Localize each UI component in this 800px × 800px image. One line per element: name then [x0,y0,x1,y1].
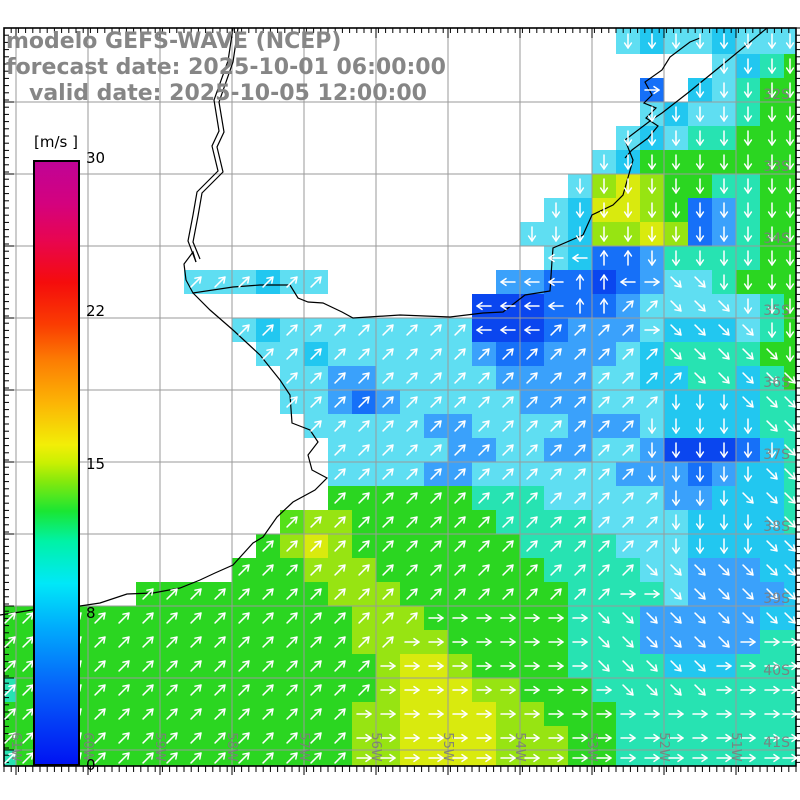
graticule [4,28,796,766]
lon-label: 53W [584,732,600,762]
lat-label: 37S [763,447,790,463]
lon-label: 61W [8,732,24,762]
lon-label: 59W [152,732,168,762]
lon-label: 52W [656,732,672,762]
colorbar-tick-label: 30 [86,149,106,167]
lat-label: 36S [763,375,790,391]
colorbar-tick-label: 8 [86,604,96,622]
lat-label: 39S [763,591,790,607]
lat-label: 40S [763,663,790,679]
valid-date-label: valid date: 2025-10-05 12:00:00 [6,81,427,106]
colorbar-tick-label: 0 [86,756,96,774]
lon-label: 57W [296,732,312,762]
lat-label: 33S [763,159,790,175]
lon-label: 58W [224,732,240,762]
colorbar-tick-label: 15 [86,455,106,473]
forecast-date-label: forecast date: 2025-10-01 06:00:00 [6,55,446,80]
lon-label: 51W [728,732,744,762]
lat-label: 35S [763,303,790,319]
lon-label: 56W [368,732,384,762]
lon-label: 54W [512,732,528,762]
lat-label: 32S [763,87,790,103]
colorbar [33,160,80,766]
colorbar-unit-label: [m/s ] [34,133,78,151]
coastline [0,27,768,616]
wave-grid [4,28,796,766]
lat-label: 41S [763,735,790,751]
model-title: modelo GEFS-WAVE (NCEP) [6,29,342,54]
lon-label: 55W [440,732,456,762]
lat-label: 34S [763,231,790,247]
colorbar-tick-label: 22 [86,302,106,320]
lat-label: 38S [763,519,790,535]
axis-ticks [3,27,800,775]
